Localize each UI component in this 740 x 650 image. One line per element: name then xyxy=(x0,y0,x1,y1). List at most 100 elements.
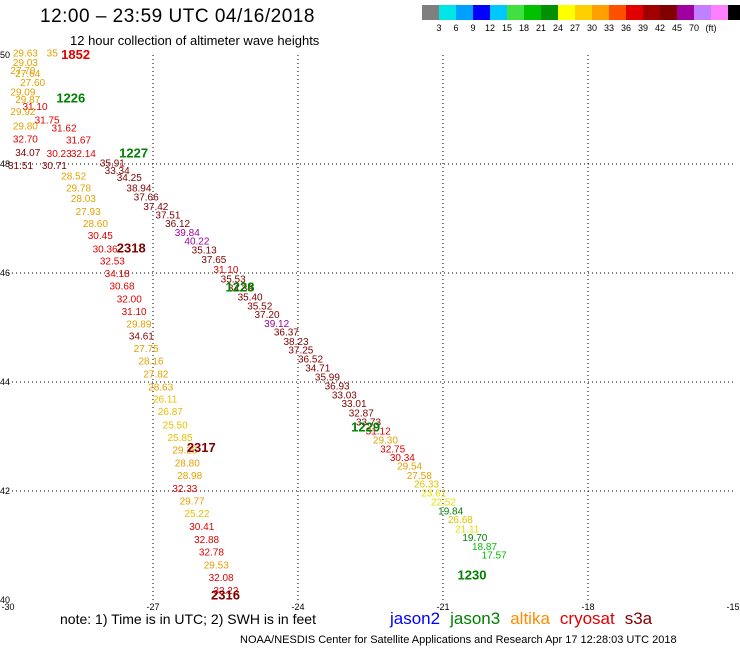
wave-height-label: 34.25 xyxy=(117,173,142,184)
color-scale-tick: 15 xyxy=(501,23,512,33)
wave-height-label: 35.91 xyxy=(100,159,125,170)
color-swatch xyxy=(626,5,643,20)
wave-height-label: 39.84 xyxy=(175,228,200,239)
latitude-tick: 44 xyxy=(0,377,10,387)
wave-height-label: 37.65 xyxy=(201,255,226,266)
latitude-tick: 50 xyxy=(0,50,10,60)
wave-height-label: 30.23 xyxy=(47,149,72,160)
wave-height-label: 27.70 xyxy=(10,66,35,77)
wave-height-label: 27.64 xyxy=(15,69,40,80)
wave-height-label: 36.37 xyxy=(274,328,299,339)
wave-height-label: 29.09 xyxy=(10,87,35,98)
wave-height-label: 28.16 xyxy=(139,357,164,368)
wave-height-label: 29.28 xyxy=(172,445,197,456)
wave-height-label: 37.66 xyxy=(134,193,159,204)
color-swatch xyxy=(507,5,524,20)
wave-height-label: 26.11 xyxy=(153,395,178,406)
pass-time-label: 2317 xyxy=(187,440,216,455)
color-scale-tick: 12 xyxy=(484,23,495,33)
pass-time-label: 1229 xyxy=(351,420,380,435)
legend-jason3: jason3 xyxy=(450,609,501,628)
wave-height-label: 33.03 xyxy=(332,390,357,401)
color-scale-tick: 6 xyxy=(453,23,459,33)
wave-height-label: 33.01 xyxy=(342,399,367,410)
wave-height-label: 38.23 xyxy=(284,337,309,348)
wave-height-label: 30.71 xyxy=(42,161,67,172)
wave-height-label: 19.84 xyxy=(438,506,463,517)
wave-height-label: 29.63 xyxy=(13,49,38,60)
color-swatch xyxy=(558,5,575,20)
latitude-tick-labels: 50 48 46 44 42 40 xyxy=(0,50,10,605)
wave-height-label: 19.70 xyxy=(462,533,487,544)
longitude-tick: -15 xyxy=(726,602,739,612)
lat-lon-grid xyxy=(8,55,733,600)
wave-height-label: 31.12 xyxy=(366,426,391,437)
wave-height-label: 32.78 xyxy=(199,547,224,558)
wave-height-label: 32.88 xyxy=(194,535,219,546)
pass-time-label: 1226 xyxy=(56,90,85,105)
wave-height-label: 17.57 xyxy=(482,551,507,562)
color-scale-tick: 33 xyxy=(603,23,614,33)
wave-height-label: 31.10 xyxy=(23,102,48,113)
wave-height-label: 21.11 xyxy=(455,524,480,535)
wave-height-label: 27.93 xyxy=(76,207,101,218)
wave-height-label: 37.51 xyxy=(155,211,180,222)
color-swatch xyxy=(694,5,711,20)
wave-height-label: 28.52 xyxy=(61,171,86,182)
wave-height-label: 29.77 xyxy=(180,497,205,508)
wave-height-label: 27.60 xyxy=(20,78,45,89)
color-scale-tick: 45 xyxy=(671,23,682,33)
wave-height-label: 32.53 xyxy=(100,256,125,267)
wave-height-label: 35.99 xyxy=(315,372,340,383)
longitude-tick-labels: -30 -27 -24 -21 -18 -15 xyxy=(1,602,739,612)
wave-height-label: 39.12 xyxy=(264,319,289,330)
wave-height-label: 32.08 xyxy=(209,573,234,584)
wave-height-label: 26.87 xyxy=(158,407,183,418)
color-swatch xyxy=(660,5,677,20)
longitude-tick: -30 xyxy=(1,602,14,612)
wave-height-label: 29.53 xyxy=(204,560,229,571)
latitude-tick: 46 xyxy=(0,268,10,278)
wave-height-label: 30.68 xyxy=(110,281,135,292)
color-scale-tick: 9 xyxy=(470,23,476,33)
color-scale-tick: 42 xyxy=(654,23,665,33)
color-swatch xyxy=(473,5,490,20)
wave-height-label: 31.10 xyxy=(122,307,147,318)
wave-height-label: 34.61 xyxy=(129,331,154,342)
wave-height-label: 31.51 xyxy=(8,161,33,172)
wave-height-label: 34.71 xyxy=(305,364,330,375)
wave-height-label: 32.33 xyxy=(172,484,197,495)
chart-title: 12:00 – 23:59 UTC 04/16/2018 xyxy=(40,6,315,27)
legend-jason2: jason2 xyxy=(390,609,441,628)
wave-height-label: 31.10 xyxy=(213,265,238,276)
satellite-legend: jason2 jason3 altika cryosat s3a xyxy=(390,609,662,629)
wave-height-label: 32.14 xyxy=(71,149,96,160)
wave-height-label: 26.33 xyxy=(414,480,439,491)
wave-height-label: 34.07 xyxy=(15,148,40,159)
longitude-tick: -18 xyxy=(581,602,594,612)
color-swatch xyxy=(541,5,558,20)
color-swatch xyxy=(490,5,507,20)
wave-height-label: 25.22 xyxy=(184,509,209,520)
wave-height-label: 35.40 xyxy=(238,292,263,303)
wave-height-label: 32.75 xyxy=(380,444,405,455)
wave-height-label: 32.00 xyxy=(117,294,142,305)
wave-height-label: 35 xyxy=(47,49,59,60)
wave-height-label: 30.34 xyxy=(390,453,415,464)
wave-height-label: 28.63 xyxy=(148,383,173,394)
wave-height-label: 23.61 xyxy=(421,488,446,499)
wave-height-label: 40.22 xyxy=(184,237,209,248)
latitude-tick: 40 xyxy=(0,595,10,605)
color-scale-tick: 24 xyxy=(552,23,563,33)
chart-subtitle: 12 hour collection of altimeter wave hei… xyxy=(70,33,320,48)
wave-height-label: 31.62 xyxy=(52,123,77,134)
color-scale-tick: 30 xyxy=(586,23,597,33)
color-scale-tick: 21 xyxy=(535,23,546,33)
color-swatch xyxy=(609,5,626,20)
latitude-tick: 42 xyxy=(0,486,10,496)
wave-height-label: 27.82 xyxy=(143,370,168,381)
color-swatch xyxy=(422,5,439,20)
wave-height-label: 32.87 xyxy=(349,408,374,419)
color-scale-tick: 36 xyxy=(620,23,631,33)
